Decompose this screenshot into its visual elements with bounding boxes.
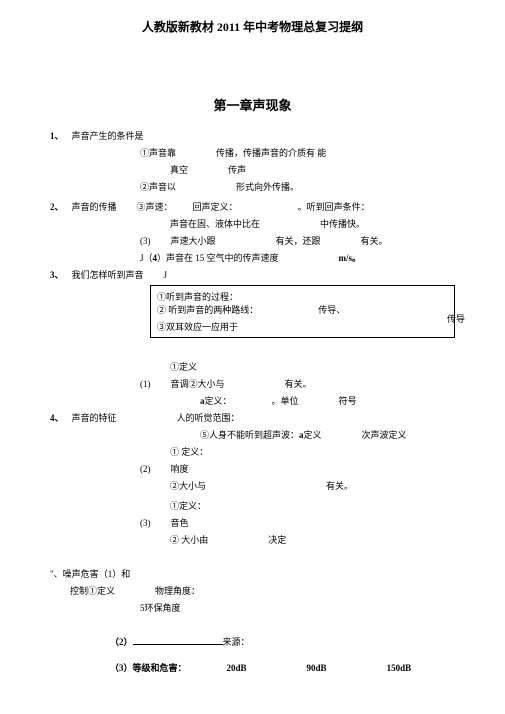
s3-box: ①听到声音的过程： ② 听到声音的两种路线： 传导、 ③双耳效应一应用于 (150, 285, 455, 338)
s4-1-pitch: 音调②大小与 (171, 377, 225, 390)
s2-liq-b: 中传播快。 (320, 217, 365, 230)
s4-1b-c: 符号 (339, 394, 357, 407)
s2-3-a: 声速大小跟 (171, 234, 216, 247)
s4-3-big: ② 大小由 (170, 533, 208, 546)
s4-hear: 人的听觉范围： (177, 411, 240, 424)
s4-1-def: ①定义 (170, 360, 197, 373)
s2-label: 声音的传播 (72, 200, 117, 213)
s4-ultra-b: 定义 (304, 428, 322, 441)
s2-echo-cond: 。听到回声条件： (298, 200, 370, 213)
s1-1-mid: 传播，传播声音的介质有 能 (216, 146, 326, 159)
s2-echo: 回声定义： (193, 200, 238, 213)
s4-1-num: (1) (140, 379, 151, 389)
s5-3-label: 等级和危害： (133, 661, 187, 674)
s4-1b-b: 。单位 (272, 394, 299, 407)
s5-2-src: 来源： (223, 635, 250, 648)
s2-3-b: 有关，还跟 (276, 234, 321, 247)
s2-4-pre: J（ (140, 251, 153, 264)
s5-num: （1） (99, 567, 122, 580)
s4-3-def: ①定义： (170, 499, 206, 512)
s5-phys: 物理角度： (155, 584, 200, 597)
s3-2c: 传导 (447, 312, 465, 325)
s2-3-num: (3) (140, 236, 151, 246)
content-area: 1、声音产生的条件是 ①声音靠 传播，传播声音的介质有 能 真空 传声 ②声音以 形式… (0, 129, 505, 675)
s4-label: 声音的特征 (72, 411, 117, 424)
s4-ultra-c: 次声波定义 (362, 428, 407, 441)
s5-pre: "、噪声危害 (50, 567, 99, 580)
doc-title: 人教版新教材 2011 年中考物理总复习提纲 (0, 0, 505, 35)
s4-1b-a: 定义： (205, 394, 232, 407)
s5-def: ①定义 (88, 584, 115, 597)
s2-4-a: ）声音在 15 空气中的传声速度 (157, 251, 279, 264)
s1-label: 声音产生的条件是 (72, 129, 144, 142)
s3-2a: ② 听到声音的两种路线： (157, 303, 258, 316)
s2-4-unit: m/s。 (339, 251, 362, 264)
s1-2b: 形式向外传播。 (236, 180, 299, 193)
s4-2-label: 响度 (171, 462, 189, 475)
s4-2-def: ① 定义： (170, 445, 208, 458)
s4-2-rel: 有关。 (326, 479, 353, 492)
s4-3-dec: 决定 (268, 533, 286, 546)
s3-1: ①听到声音的过程： (157, 290, 448, 303)
s1-num: 1、 (50, 129, 64, 142)
s4-2-num: (2) (140, 464, 151, 474)
s2-num: 2、 (50, 200, 64, 213)
s1-vacuum-l: 真空 (170, 163, 188, 176)
s1-1-pre: ①声音靠 (140, 146, 176, 159)
s3-sym: J (164, 270, 168, 280)
chapter-title: 第一章声现象 (0, 95, 505, 114)
s4-2-big: ②大小与 (170, 479, 206, 492)
s5-2-num: （2） (110, 635, 133, 648)
s4-num: 4、 (50, 411, 64, 424)
s5-3-v2: 90dB (307, 663, 327, 673)
s4-ultra-a: ⑤人身不能听到超声波： (200, 428, 299, 441)
s3-3: ③双耳效应一应用于 (157, 320, 448, 333)
s2-3: ③声速： (137, 200, 173, 213)
s3-2b: 传导、 (318, 303, 345, 316)
s3-num: 3、 (50, 268, 64, 281)
s3-label: 我们怎样听到声音 (72, 268, 144, 281)
s1-2: ②声音以 (140, 180, 176, 193)
s5-3-num: （3） (110, 661, 133, 674)
s2-liq-a: 声音在固、液体中比在 (170, 217, 260, 230)
s5-3-v3: 150dB (387, 663, 412, 673)
s4-3-label: 音色 (171, 516, 189, 529)
s5-ctrl: 控制 (70, 584, 88, 597)
s5-and: 和 (121, 567, 130, 580)
s5-env: 5环保角度 (140, 601, 181, 614)
s5-3-v1: 20dB (227, 663, 247, 673)
s4-1-rel: 有关。 (285, 377, 312, 390)
s2-3-c: 有关。 (361, 234, 388, 247)
s1-vacuum-r: 传声 (228, 163, 246, 176)
s4-3-num: (3) (140, 518, 151, 528)
